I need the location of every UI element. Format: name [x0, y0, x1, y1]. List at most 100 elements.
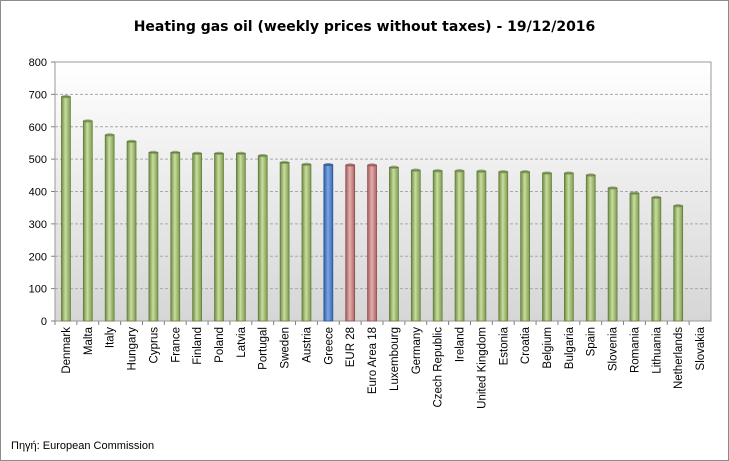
x-tick-label: Italy [105, 327, 117, 348]
x-tick-label: United Kingdom [476, 327, 488, 409]
bar-malta [82, 120, 93, 322]
bar-greece [323, 164, 334, 322]
x-tick-label: Euro Area 18 [367, 327, 379, 394]
y-tick-label: 200 [29, 251, 47, 263]
x-axis-labels: Denmark Malta Italy Hungary Cyprus France Finl… [54, 321, 707, 409]
bar-cap [105, 133, 115, 137]
x-tick-label: Sweden [280, 327, 292, 369]
bar-romania [629, 192, 640, 322]
bar-italy [104, 134, 115, 322]
bar-cap [389, 165, 399, 169]
bar-spain [585, 174, 596, 322]
bar-bulgaria [564, 172, 574, 322]
bar-denmark [61, 96, 71, 322]
bar-lithuania [651, 196, 662, 322]
x-tick-label: Slovenia [608, 326, 620, 371]
bar-cap [433, 169, 443, 173]
x-tick-label: Denmark [61, 327, 73, 374]
x-tick-label: Finland [192, 327, 204, 365]
bar-cap [83, 119, 93, 123]
x-tick-label: Romania [629, 326, 641, 373]
x-tick-label: Belgium [542, 327, 554, 369]
bar-czech-republic [432, 170, 443, 322]
x-tick-label: Bulgaria [564, 326, 576, 369]
bar-portugal [257, 155, 268, 322]
bar-cap [148, 150, 158, 154]
bar-cap [236, 151, 246, 155]
bar-cap [520, 170, 530, 174]
bar-cap [608, 186, 618, 190]
bar-cap [476, 169, 486, 173]
bar-finland [192, 152, 202, 322]
bar-sweden [279, 162, 290, 322]
x-tick-label: Greece [323, 327, 335, 365]
x-tick-label: Portugal [258, 327, 270, 370]
bar-hungary [126, 140, 137, 322]
x-tick-label: Czech Republic [433, 327, 445, 408]
x-tick-label: Luxembourg [389, 327, 401, 391]
bar-cap [61, 95, 71, 99]
x-tick-label: EUR 28 [345, 327, 357, 367]
gridlines [55, 93, 711, 290]
bar-united-kingdom [476, 170, 487, 322]
x-tick-label: Hungary [127, 327, 139, 371]
y-tick-label: 300 [29, 219, 47, 231]
bar-cap [367, 163, 377, 167]
x-tick-label: Germany [411, 327, 423, 375]
y-tick-label: 500 [29, 154, 47, 166]
x-tick-label: Poland [214, 327, 226, 363]
bar-cap [127, 139, 137, 143]
bar-cap [258, 153, 268, 158]
bar-cap [586, 173, 596, 177]
bar-netherlands [673, 205, 684, 322]
x-tick-label: France [170, 327, 182, 363]
y-tick-label: 700 [29, 89, 47, 101]
bar-estonia [498, 171, 509, 322]
x-tick-label: Croatia [520, 326, 532, 364]
x-tick-label: Lithuania [651, 326, 663, 373]
bar-cap [170, 150, 180, 154]
bar-cap [564, 171, 574, 175]
bar-cap [323, 163, 333, 167]
bar-cap [214, 151, 224, 155]
bar-cap [345, 163, 355, 167]
bar-belgium [542, 172, 552, 322]
x-tick-label: Cyprus [148, 327, 160, 364]
bar-cap [673, 204, 683, 208]
y-tick-label: 400 [29, 187, 47, 199]
y-tick-label: 100 [29, 284, 47, 296]
bar-euro-area-18 [367, 164, 377, 322]
x-tick-label: Austria [301, 326, 313, 362]
y-tick-label: 800 [29, 57, 47, 69]
bar-eur-28 [345, 164, 356, 322]
x-tick-label: Slovakia [695, 326, 707, 370]
bar-france [170, 151, 181, 322]
bar-cap [411, 168, 421, 172]
bar-ireland [454, 170, 465, 322]
bar-cap [192, 151, 202, 155]
x-tick-label: Spain [586, 327, 598, 356]
x-tick-label: Ireland [455, 327, 467, 362]
bars [61, 95, 684, 322]
bar-cyprus [148, 151, 159, 322]
source-note: Πηγή: European Commission [11, 440, 155, 452]
bar-austria [301, 163, 312, 322]
x-tick-label: Malta [83, 326, 95, 355]
y-tick-label: 600 [29, 122, 47, 134]
bar-germany [410, 169, 421, 322]
bar-croatia [520, 171, 530, 322]
bar-cap [651, 195, 661, 199]
y-axis-ticks: 0 100 200 300 400 500 600 700 800 [29, 57, 55, 328]
bar-cap [629, 191, 639, 195]
bar-cap [498, 170, 508, 174]
bar-cap [542, 171, 552, 175]
x-tick-label: Latvia [236, 326, 248, 357]
x-tick-label: Netherlands [673, 327, 685, 389]
bar-cap [455, 169, 465, 173]
bar-poland [214, 152, 224, 322]
chart-title: Heating gas oil (weekly prices without t… [133, 19, 596, 35]
y-tick-label: 0 [41, 316, 47, 328]
bar-cap [301, 162, 311, 166]
